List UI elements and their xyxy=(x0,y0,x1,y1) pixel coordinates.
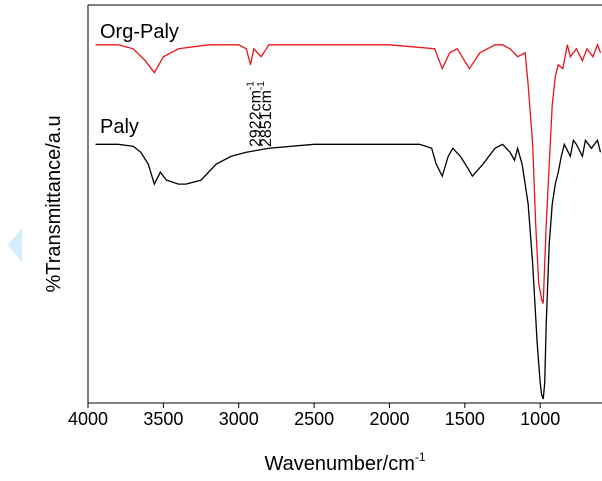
series-line xyxy=(95,42,602,304)
annotation-text: 2851cm xyxy=(258,90,275,147)
x-tick-label: 1000 xyxy=(520,409,560,429)
x-axis-label-sup: -1 xyxy=(415,450,426,464)
annotation-text: 2922cm xyxy=(247,90,264,147)
x-tick-label: 1500 xyxy=(445,409,485,429)
x-tick-label: 3000 xyxy=(219,409,259,429)
annotation: 2851cm-1 xyxy=(256,81,275,147)
series-line xyxy=(95,138,602,400)
side-marker xyxy=(8,228,22,262)
x-tick-label: 4000 xyxy=(68,409,108,429)
series-label: Org-Paly xyxy=(100,21,179,43)
y-axis-label: %Transmittance/a.u xyxy=(43,115,65,292)
annotation: 2922cm-1 xyxy=(245,81,264,147)
x-tick-label: 3500 xyxy=(143,409,183,429)
x-tick-label: 2500 xyxy=(294,409,334,429)
series-label: Paly xyxy=(100,116,139,138)
x-axis-label-text: Wavenumber/cm xyxy=(264,453,414,475)
annotation-sup: -1 xyxy=(256,81,267,90)
x-axis-label: Wavenumber/cm-1 xyxy=(264,450,425,475)
x-tick-label: 2000 xyxy=(369,409,409,429)
annotation-sup: -1 xyxy=(245,81,256,90)
